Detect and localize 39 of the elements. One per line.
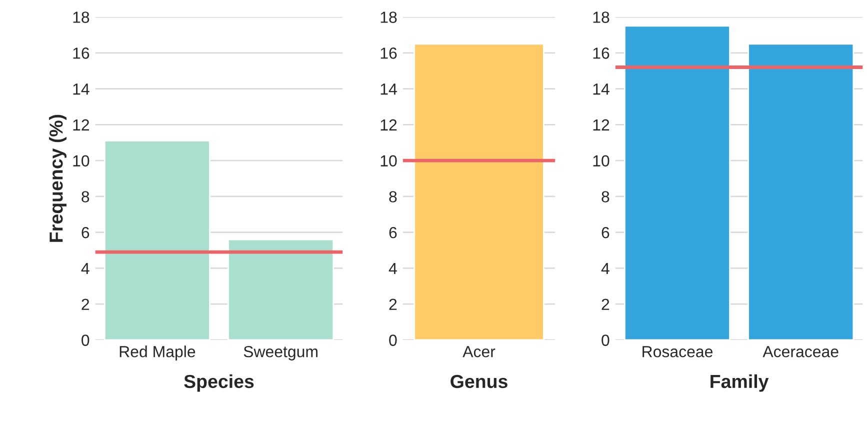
x-axis-title: Species [184, 374, 254, 392]
y-tick-label: 12 [380, 119, 397, 130]
y-tick-label: 4 [81, 263, 90, 274]
x-tick-label: Rosaceae [642, 346, 712, 358]
y-tick-label: 14 [593, 84, 610, 95]
y-tick-label: 18 [593, 12, 610, 23]
y-tick-label: 10 [380, 155, 397, 166]
y-tick-label: 16 [73, 48, 90, 59]
y-tick-label: 18 [380, 12, 397, 23]
y-tick-label: 10 [73, 155, 90, 166]
y-tick-label: 4 [388, 263, 397, 274]
y-tick-label: 12 [593, 119, 610, 130]
y-tick-label: 2 [602, 298, 610, 310]
y-tick-label: 2 [389, 298, 397, 310]
y-tick-label: 8 [82, 191, 90, 202]
y-tick-label: 0 [602, 334, 610, 346]
y-tick-label: 8 [389, 191, 397, 202]
y-tick-label: 0 [82, 334, 90, 346]
y-tick-label: 16 [593, 48, 610, 59]
y-tick-label: 14 [73, 84, 90, 95]
x-axis-title: Genus [450, 374, 508, 388]
x-axis-title: Family [710, 374, 769, 392]
y-tick-label: 12 [73, 119, 90, 130]
y-tick-label: 8 [602, 191, 610, 202]
y-tick-label: 6 [82, 226, 90, 238]
x-tick-label: Acer [462, 346, 496, 358]
x-tick-label: Sweetgum [244, 346, 318, 360]
y-tick-label: 4 [601, 263, 610, 274]
y-tick-label: 14 [380, 84, 397, 95]
y-tick-label: 10 [593, 155, 610, 166]
x-tick-label: Aceraceae [762, 346, 838, 358]
y-tick-label: 0 [389, 334, 397, 346]
x-tick-label: Red Maple [120, 346, 196, 360]
y-tick-label: 18 [73, 12, 90, 23]
y-tick-label: 16 [380, 48, 397, 59]
y-tick-label: 6 [389, 226, 397, 238]
y-tick-label: 2 [82, 298, 90, 310]
y-tick-label: 6 [602, 226, 610, 238]
y-axis-title: Frequency (%) [49, 114, 66, 242]
